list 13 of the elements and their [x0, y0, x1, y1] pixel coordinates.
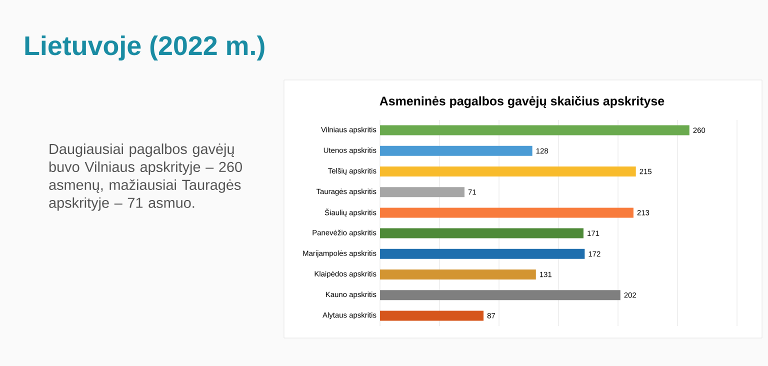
text: Daugiausiai pagalbos gavėjų buvo Vilniaus apskrityje – 260 asmenų, mažiausiai Tauragės apskrityje – 71 asmuo.	[49, 144, 242, 211]
chart-title: Asmeninės pagalbos gavėjų skaičius apskrityse	[380, 96, 664, 108]
bar	[380, 146, 532, 156]
bar	[380, 248, 585, 259]
bar	[380, 208, 634, 218]
bar	[380, 166, 636, 176]
text: Lietuvoje (2022 m.)	[25, 35, 264, 61]
bar	[380, 125, 690, 136]
bar	[380, 270, 536, 280]
bar	[380, 228, 584, 238]
bar	[380, 290, 620, 300]
bar	[380, 187, 464, 198]
bar	[380, 310, 484, 321]
